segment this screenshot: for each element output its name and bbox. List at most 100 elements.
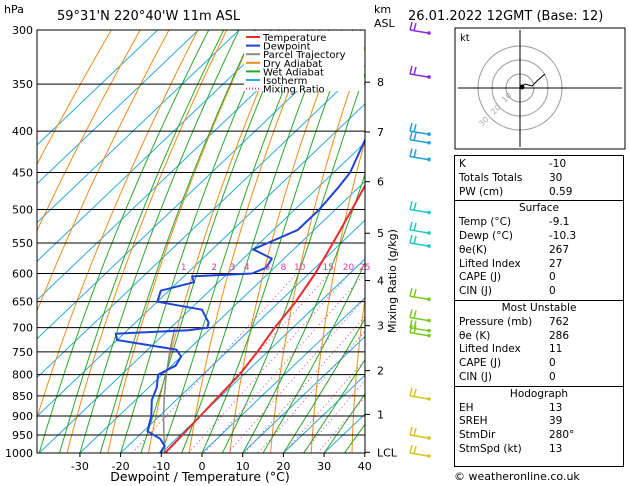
dry-adiabat-line <box>37 30 141 232</box>
mixing-ratio-label: 6 <box>264 263 270 273</box>
stat-row: K -10 <box>459 158 619 171</box>
stat-section-header: Most Unstable <box>501 302 577 314</box>
isotherm-line <box>283 374 365 453</box>
wet-adiabat-line <box>282 317 365 453</box>
wind-barb-dot <box>427 454 431 458</box>
legend-label: Isotherm <box>263 76 307 87</box>
isotherm-line <box>79 180 365 453</box>
wind-barb-flag <box>409 288 413 297</box>
wind-barb-flag <box>413 235 417 245</box>
stat-label: Lifted Index <box>459 343 521 356</box>
wet-adiabat-line <box>323 393 365 453</box>
mixing-ratio-label: 10 <box>294 263 306 273</box>
wind-barb-dot <box>427 132 431 136</box>
mixing-ratio-line <box>131 273 297 453</box>
temp-tick-label: 20 <box>276 460 290 473</box>
stat-label: StmSpd (kt) <box>459 443 522 455</box>
isotherm-line <box>37 30 159 146</box>
wind-barb-dot <box>427 397 431 401</box>
wind-barb-flag <box>409 201 413 210</box>
wind-barb-flag <box>409 65 413 75</box>
wind-barb-dot <box>427 297 431 302</box>
stat-label: PW (cm) <box>459 185 504 198</box>
wind-barb-flag <box>413 123 417 133</box>
wind-barb-flag <box>413 388 417 398</box>
stat-row: CIN (J) 0 <box>459 371 619 384</box>
stat-label: θe (K) <box>459 329 491 342</box>
wind-barb-flag <box>409 444 413 454</box>
stat-divider <box>455 300 623 301</box>
stat-value: 0.59 <box>549 185 573 198</box>
wind-barb-shaft <box>409 208 429 214</box>
wind-barb-flag <box>413 132 417 141</box>
stats-panel: K -10 Totals Totals 30 PW (cm) 0.59 Surface Tem… <box>454 155 624 467</box>
temperature-axis: -30 -20 -10 0 10 20 30 40 <box>71 453 372 473</box>
wind-barbs <box>409 21 431 458</box>
pressure-tick-label: 450 <box>12 166 33 179</box>
wind-barb-flag <box>413 320 417 329</box>
pressure-tick-label: 400 <box>12 125 33 138</box>
stat-value: 280° <box>549 429 575 442</box>
legend-label: Dewpoint <box>263 42 311 53</box>
wind-barb-flag <box>409 131 413 140</box>
wind-barb-shaft <box>409 295 429 300</box>
pressure-tick-label: 600 <box>12 268 33 281</box>
stat-value: -10 <box>549 158 567 170</box>
stat-value: 0 <box>549 285 556 298</box>
wet-adiabat-line <box>303 358 365 453</box>
mixing-ratio-line <box>188 273 351 453</box>
dry-adiabat-line <box>37 30 112 166</box>
stat-row: EH 13 <box>459 402 619 415</box>
stat-section-header: Hodograph <box>509 387 569 400</box>
temp-tick-label: -30 <box>71 460 89 473</box>
wind-barb-dot <box>427 140 431 145</box>
stat-row: CAPE (J) 0 <box>459 271 619 284</box>
stat-label: CIN (J) <box>459 285 492 298</box>
km-tick-label: 5 <box>377 227 384 240</box>
wind-barb-shaft <box>409 331 429 337</box>
stat-value: -9.1 <box>549 216 570 229</box>
mixing-ratio-line <box>302 379 365 453</box>
stat-label: Dewp (°C) <box>459 230 513 242</box>
wind-barb-flag <box>409 309 413 318</box>
hpa-unit-label: hPa <box>4 3 24 16</box>
wind-barb-flag <box>409 324 413 333</box>
stat-label: CAPE (J) <box>459 271 502 284</box>
parcel-line <box>162 327 176 453</box>
wind-barb-flag <box>413 202 417 211</box>
stat-label: SREH <box>459 415 488 428</box>
wind-barb-flag <box>413 22 417 32</box>
dewpoint-line <box>114 137 365 453</box>
wind-barb-flag <box>413 427 417 437</box>
pressure-tick-label: 650 <box>12 296 33 309</box>
km-tick-label: 1 <box>377 408 384 421</box>
stat-row: CAPE (J) 0 <box>459 357 619 370</box>
stat-label: EH <box>459 401 474 414</box>
stat-label: K <box>459 158 466 170</box>
legend-label: Temperature <box>262 33 326 44</box>
stat-row: Dewp (°C) -10.3 <box>459 230 619 243</box>
temperature-series <box>164 183 365 453</box>
dewpoint-series <box>114 137 365 453</box>
wind-barb-flag <box>413 222 417 232</box>
isotherm-line <box>120 219 365 453</box>
mixing-ratio-line <box>283 358 365 453</box>
wind-barb-flag <box>409 387 413 397</box>
wind-barb-flag <box>413 310 417 319</box>
stat-label: CAPE (J) <box>459 357 502 370</box>
legend-label: Mixing Ratio <box>263 85 325 96</box>
mixing-ratio-label: 2 <box>211 263 217 273</box>
wind-barb-dot <box>427 436 431 440</box>
wind-barb-flag <box>409 122 413 132</box>
pressure-tick-label: 550 <box>12 237 33 250</box>
pressure-tick-label: 850 <box>12 390 33 403</box>
isotherm-line <box>37 30 199 185</box>
stat-divider <box>455 200 623 202</box>
mixing-ratio-label: 4 <box>244 263 250 273</box>
mixing-ratio-axis-label: Mixing Ratio (g/kg) <box>386 229 399 333</box>
wet-adiabat-line <box>79 30 240 453</box>
wind-barb-shaft <box>409 326 429 332</box>
stat-value: 11 <box>549 343 563 356</box>
stat-row: Temp (°C) -9.1 <box>459 216 619 229</box>
